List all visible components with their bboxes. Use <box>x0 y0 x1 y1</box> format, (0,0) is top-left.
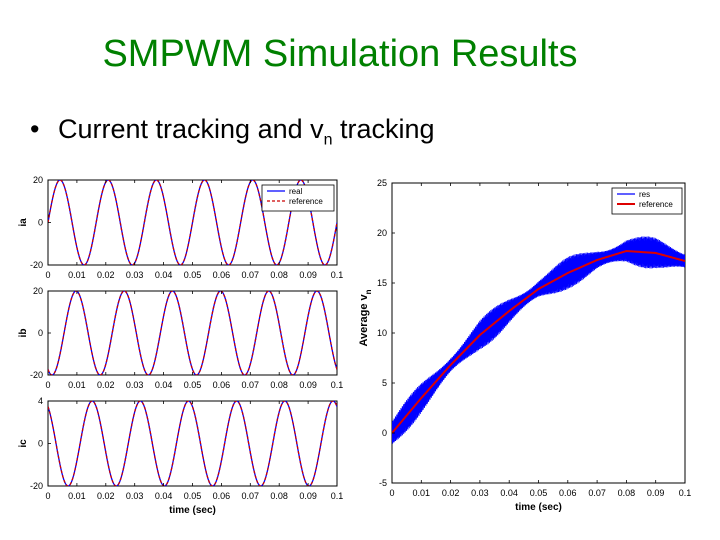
vn-x-axis-label: time (sec) <box>515 502 562 513</box>
ib-y-axis-label: ib <box>18 329 29 338</box>
ib-x-tick-label: 0.09 <box>299 380 317 390</box>
ic-x-axis-label: time (sec) <box>169 505 216 516</box>
ia-x-tick-label: 0.03 <box>126 270 144 280</box>
ib-x-tick-label: 0.08 <box>270 380 288 390</box>
ia-x-tick-label: 0.09 <box>299 270 317 280</box>
vn-legend-label-res: res <box>639 190 650 199</box>
ib-x-tick-label: 0.05 <box>184 380 202 390</box>
ic-x-tick-label: 0.03 <box>126 491 144 501</box>
vn-y-axis-label-subscript: n <box>364 289 373 294</box>
ia-x-tick-label: 0.04 <box>155 270 173 280</box>
ia-y-tick-label: 0 <box>38 218 43 228</box>
ib-y-tick-label: 0 <box>38 328 43 338</box>
ib-series-group <box>48 291 337 375</box>
ic-x-tick-label: 0.08 <box>270 491 288 501</box>
vn-y-tick-label: 0 <box>382 428 387 438</box>
vn-x-tick-label: 0.07 <box>588 488 606 498</box>
ia-x-tick-label: 0.1 <box>331 270 344 280</box>
ib-y-tick-label: -20 <box>30 370 43 380</box>
vn-x-tick-label: 0.02 <box>442 488 460 498</box>
ic-x-tick-label: 0 <box>45 491 50 501</box>
ia-y-tick-label: 20 <box>33 175 43 185</box>
ic-x-tick-label: 0.1 <box>331 491 344 501</box>
ia-legend-label-reference: reference <box>289 197 323 206</box>
ic-x-tick-label: 0.02 <box>97 491 115 501</box>
ia-y-tick-label: -20 <box>30 260 43 270</box>
vn-x-tick-label: 0.1 <box>679 488 692 498</box>
vn-line-res <box>392 236 685 444</box>
ic-line-real <box>48 401 337 486</box>
vn-y-tick-label: -5 <box>379 478 387 488</box>
ib-x-tick-label: 0.03 <box>126 380 144 390</box>
ic-x-tick-label: 0.09 <box>299 491 317 501</box>
ia-series-group <box>48 180 337 265</box>
ia-legend-box <box>261 184 335 212</box>
ib-line-reference <box>48 291 337 375</box>
ia-x-tick-label: 0.08 <box>270 270 288 280</box>
vn-y-tick-label: 15 <box>377 278 387 288</box>
vn-x-tick-label: 0.08 <box>618 488 636 498</box>
vn-x-tick-label: 0.01 <box>413 488 431 498</box>
vn-x-tick-label: 0.09 <box>647 488 665 498</box>
ic-plot-frame <box>47 400 338 487</box>
vn-x-tick-label: 0 <box>389 488 394 498</box>
ib-x-tick-label: 0.07 <box>242 380 260 390</box>
ic-y-tick-label: 4 <box>38 396 43 406</box>
ic-x-tick-label: 0.06 <box>213 491 231 501</box>
vn-legend-box <box>611 187 683 215</box>
vn-y-tick-label: 25 <box>377 178 387 188</box>
ib-x-tick-label: 0.1 <box>331 380 344 390</box>
ib-y-tick-label: 20 <box>33 286 43 296</box>
ib-x-tick-label: 0.01 <box>68 380 86 390</box>
ia-x-tick-label: 0.06 <box>213 270 231 280</box>
bullet-symbol: • <box>30 114 40 144</box>
ib-x-tick-label: 0 <box>45 380 50 390</box>
vn-legend-label-reference: reference <box>639 200 673 209</box>
ia-line-real <box>48 180 337 265</box>
ib-x-tick-label: 0.02 <box>97 380 115 390</box>
ic-x-tick-label: 0.01 <box>68 491 86 501</box>
ib-x-tick-label: 0.06 <box>213 380 231 390</box>
ia-x-tick-label: 0 <box>45 270 50 280</box>
ia-x-tick-label: 0.02 <box>97 270 115 280</box>
vn-y-tick-label: 20 <box>377 228 387 238</box>
ic-x-tick-label: 0.04 <box>155 491 173 501</box>
ic-series-group <box>48 401 337 486</box>
vn-y-tick-label: 5 <box>382 378 387 388</box>
ic-x-tick-label: 0.05 <box>184 491 202 501</box>
bullet-text-end: tracking <box>332 114 435 144</box>
bullet-text: Current tracking and v <box>58 114 324 144</box>
vn-plot-frame <box>391 182 686 484</box>
ia-y-axis-label: ia <box>18 218 29 227</box>
vn-series-group <box>392 236 685 444</box>
vn-x-tick-label: 0.06 <box>559 488 577 498</box>
ia-legend-label-real: real <box>289 187 303 196</box>
ib-plot-frame <box>47 290 338 376</box>
ic-y-tick-label: -20 <box>30 481 43 491</box>
vn-line-reference <box>392 249 685 434</box>
slide-title: SMPWM Simulation Results <box>102 33 578 75</box>
ic-y-axis-label: ic <box>18 439 29 448</box>
ib-x-tick-label: 0.04 <box>155 380 173 390</box>
ia-x-tick-label: 0.07 <box>242 270 260 280</box>
ic-y-tick-label: 0 <box>38 439 43 449</box>
ia-x-tick-label: 0.01 <box>68 270 86 280</box>
bullet-line: • Current tracking and vn tracking <box>30 114 435 149</box>
vn-y-tick-label: 10 <box>377 328 387 338</box>
bullet-subscript: n <box>323 131 333 149</box>
vn-x-tick-label: 0.04 <box>500 488 518 498</box>
vn-y-axis-label: Average vn <box>358 289 373 346</box>
vn-x-tick-label: 0.05 <box>530 488 548 498</box>
ia-x-tick-label: 0.05 <box>184 270 202 280</box>
ic-x-tick-label: 0.07 <box>242 491 260 501</box>
vn-x-tick-label: 0.03 <box>471 488 489 498</box>
